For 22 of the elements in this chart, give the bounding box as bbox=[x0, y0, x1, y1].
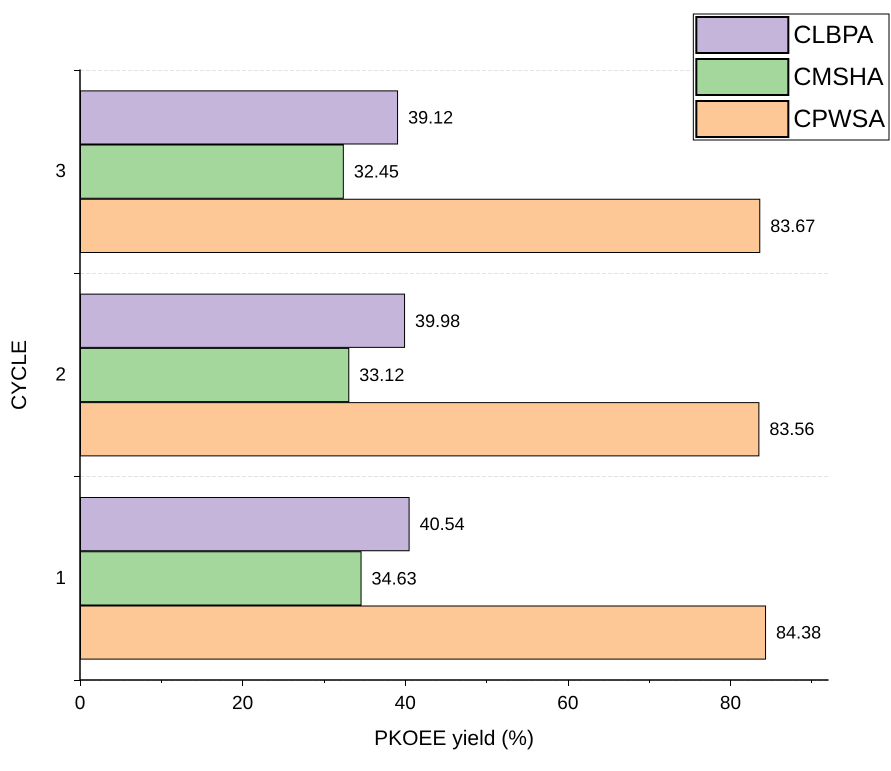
data-label: 34.63 bbox=[372, 568, 417, 588]
x-tick-label: 60 bbox=[557, 693, 578, 714]
data-label: 33.12 bbox=[359, 365, 404, 385]
y-tick-label: 1 bbox=[55, 568, 66, 589]
y-axis-title: CYCLE bbox=[8, 340, 31, 410]
legend-label: CMSHA bbox=[793, 63, 884, 91]
data-label: 84.38 bbox=[776, 622, 822, 643]
y-tick-label: 2 bbox=[55, 364, 66, 386]
y-tick-label: 3 bbox=[55, 161, 66, 182]
legend-label: CLBPA bbox=[793, 21, 874, 49]
x-axis-title: PKOEE yield (%) bbox=[374, 727, 534, 750]
x-tick-label: 0 bbox=[74, 693, 86, 714]
data-label: 83.67 bbox=[770, 216, 816, 236]
x-tick-label: 20 bbox=[232, 693, 254, 714]
legend-label: CPWSA bbox=[793, 105, 886, 133]
data-label: 83.56 bbox=[769, 419, 814, 440]
data-label: 40.54 bbox=[420, 514, 465, 534]
data-label: 39.98 bbox=[415, 310, 460, 331]
data-label: 32.45 bbox=[354, 162, 399, 182]
data-label: 39.12 bbox=[408, 107, 454, 128]
x-tick-label: 40 bbox=[394, 693, 416, 714]
x-tick-label: 80 bbox=[720, 693, 742, 714]
